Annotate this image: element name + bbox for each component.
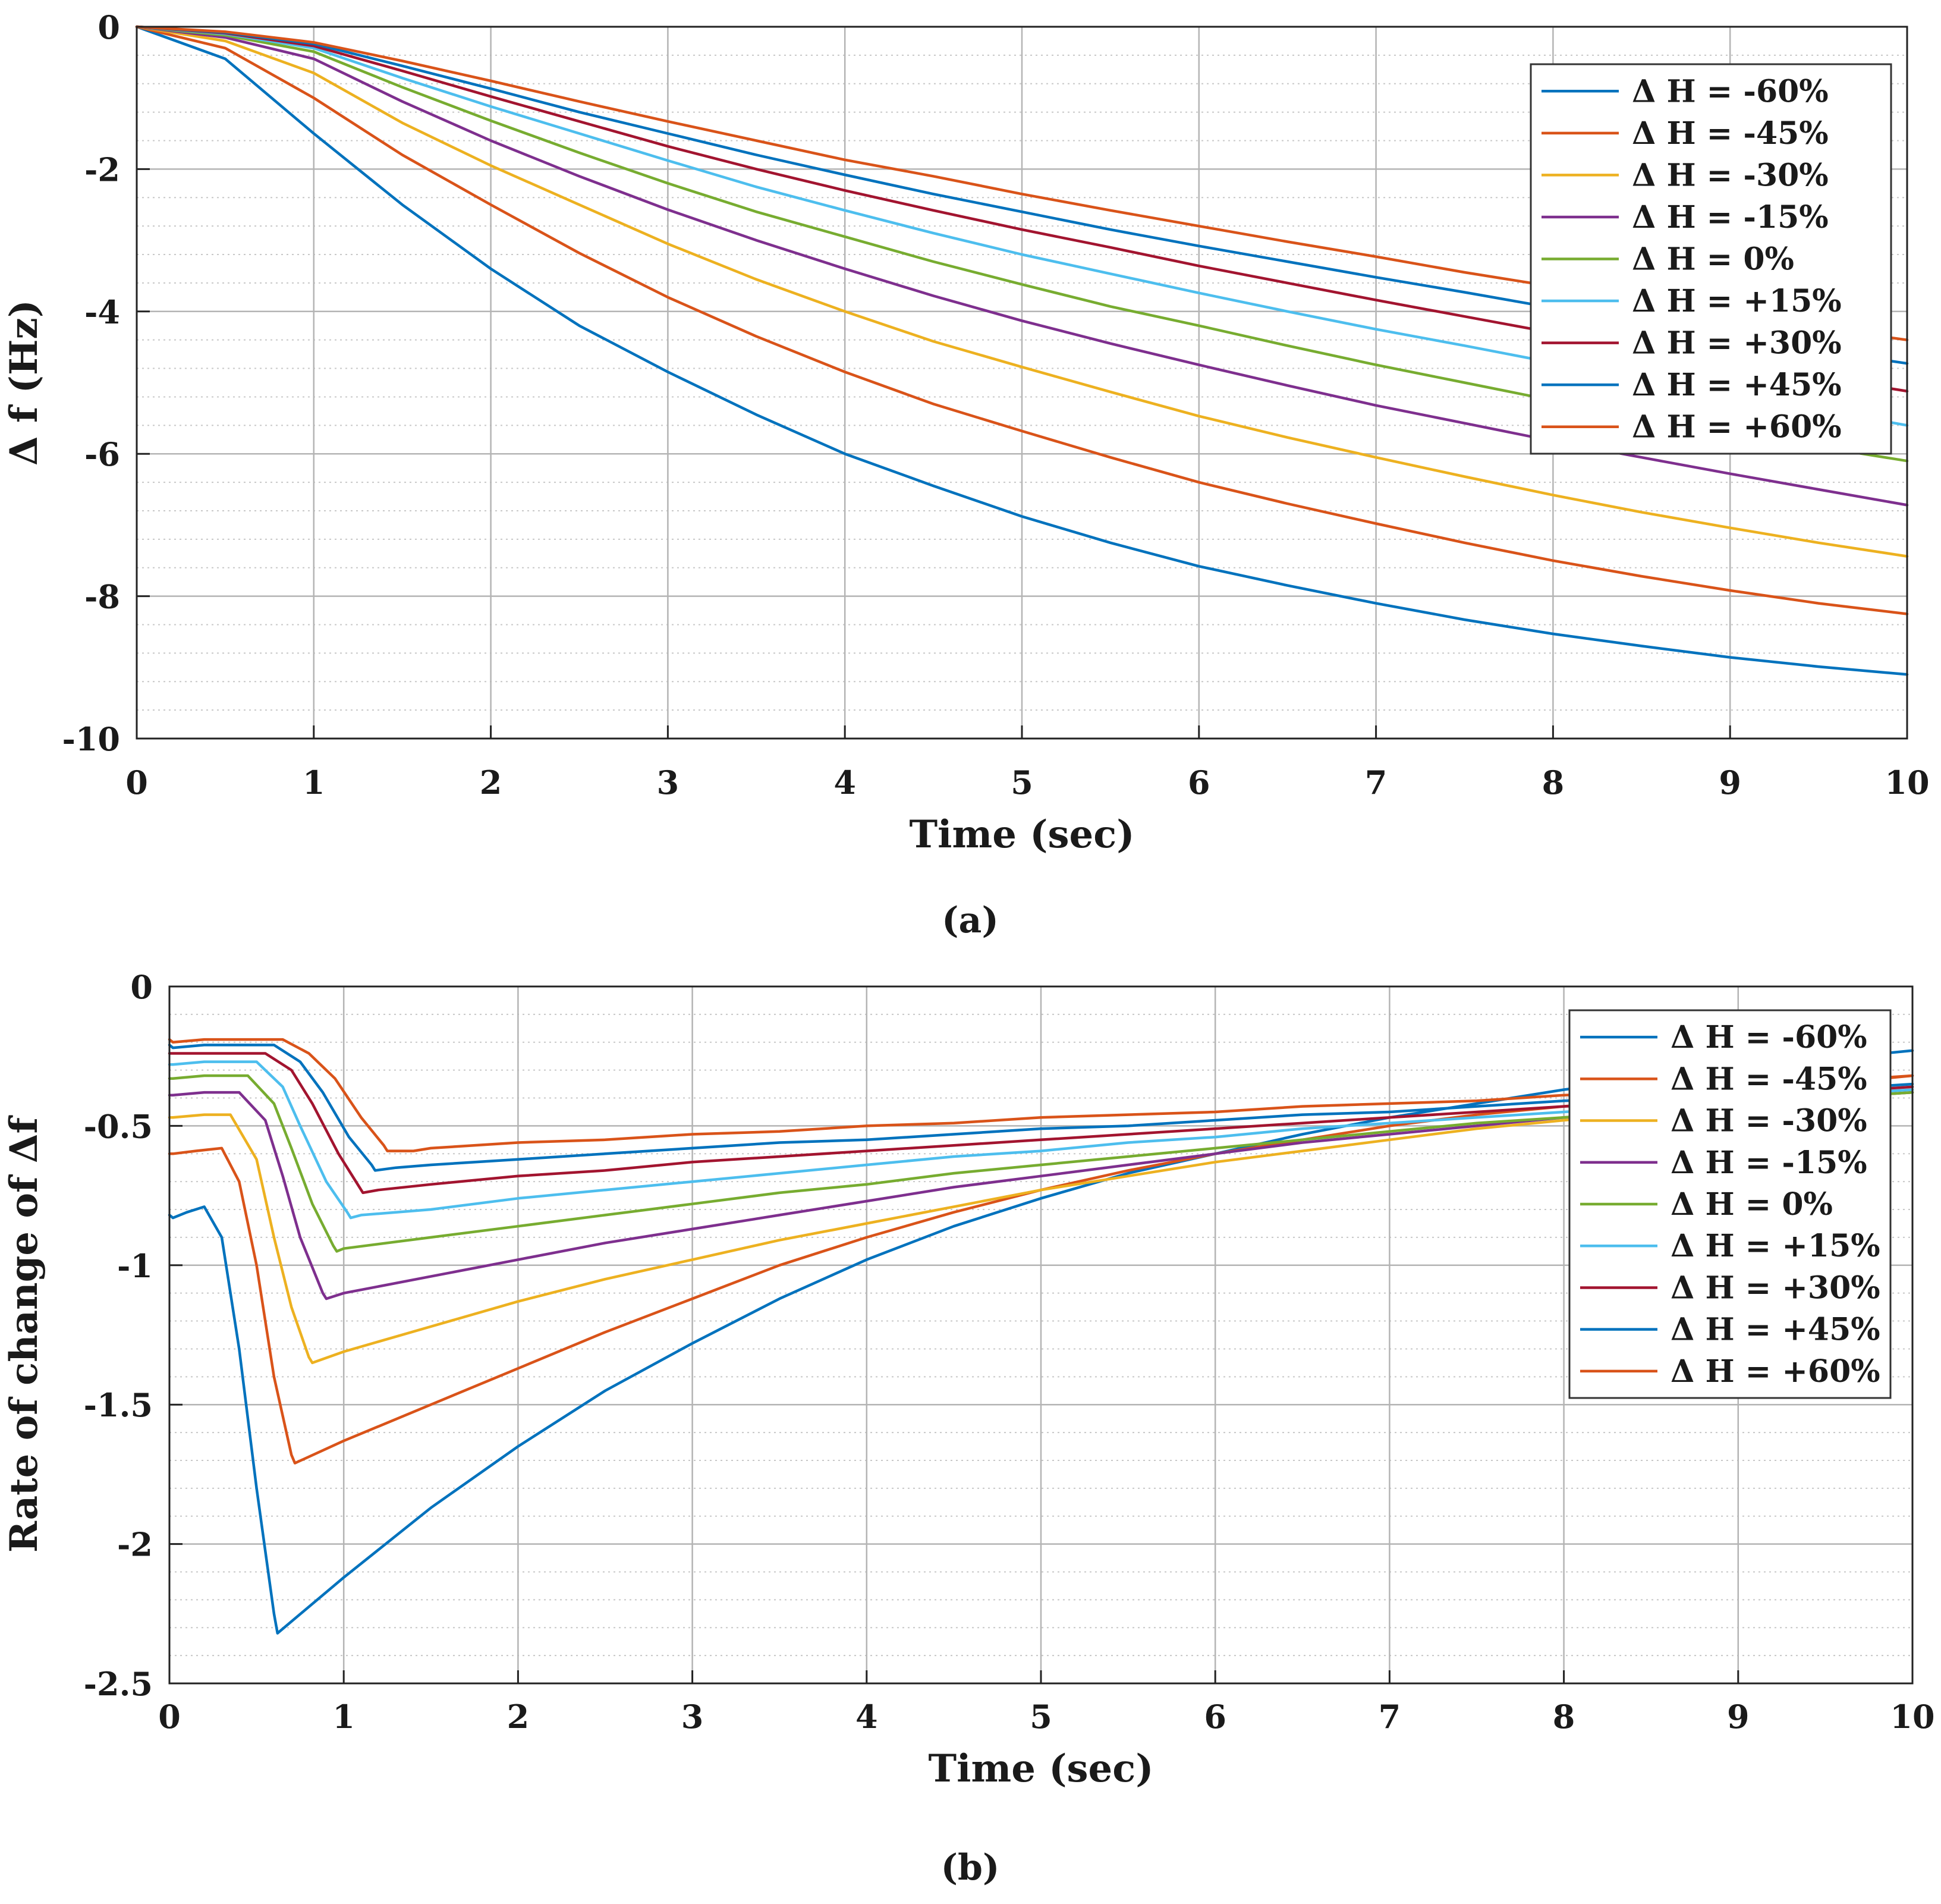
y-tick-label: -4 [84,293,120,331]
series-line-1 [168,1049,1914,1635]
x-tick-label: 2 [507,1698,530,1736]
series-line-3 [135,25,1909,558]
x-tick-label: 1 [332,1698,355,1736]
series-line-9 [168,1038,1914,1152]
legend-entry: Δ H = +60% [1671,1353,1880,1390]
y-tick-label: -10 [62,720,120,758]
x-tick-label: 5 [1011,764,1033,802]
x-tick-label: 7 [1379,1698,1401,1736]
x-tick-label: 1 [303,764,325,802]
x-tick-label: 4 [855,1698,878,1736]
x-tick-label: 8 [1542,764,1565,802]
x-tick-label: 3 [681,1698,704,1736]
legend: Δ H = -60% Δ H = -45% Δ H = -30% Δ H = -15%… [1568,1009,1892,1399]
legend-entry: Δ H = 0% [1632,241,1794,278]
x-tick-label: 10 [1885,764,1929,802]
series-line-7 [168,1052,1914,1195]
y-tick-label: -1 [117,1247,153,1285]
legend-entry: Δ H = +45% [1632,367,1842,403]
x-tick-label: 8 [1553,1698,1575,1736]
legend-entry: Δ H = -45% [1632,115,1829,152]
chart-caption: (b) [941,1847,1000,1889]
legend-entry: Δ H = -30% [1671,1103,1867,1139]
x-tick-label: 9 [1727,1698,1750,1736]
series-line-1 [135,25,1909,676]
x-tick-label: 10 [1890,1698,1934,1736]
y-tick-label: -2.5 [84,1665,153,1703]
series-line-8 [168,1044,1914,1172]
legend-entry: Δ H = -15% [1671,1145,1867,1181]
legend-entry: Δ H = +15% [1671,1228,1880,1264]
legend-entry: Δ H = -60% [1632,73,1829,109]
y-tick-label: -2 [117,1526,153,1564]
x-tick-label: 4 [833,764,856,802]
y-tick-label: -2 [84,150,120,188]
series-line-3 [168,1091,1914,1365]
legend-entry: Δ H = -15% [1632,199,1829,235]
x-tick-label: 0 [125,764,148,802]
legend-entry: Δ H = +45% [1671,1312,1880,1348]
y-tick-label: -1.5 [84,1386,153,1424]
y-tick-label: 0 [97,8,120,46]
y-tick-label: -6 [84,435,120,473]
series-line-2 [135,25,1909,615]
y-axis-label: Δ f (Hz) [2,300,46,466]
legend-entry: Δ H = +30% [1671,1270,1880,1306]
x-axis-label: Time (sec) [929,1746,1154,1791]
series-line-4 [168,1091,1914,1300]
x-tick-label: 9 [1719,764,1741,802]
legend: Δ H = -60% Δ H = -45% Δ H = -30% Δ H = -15%… [1530,63,1892,455]
series-line-6 [168,1060,1914,1220]
legend-entry: Δ H = +30% [1632,325,1842,362]
x-tick-label: 3 [657,764,679,802]
legend-entry: Δ H = -45% [1671,1061,1867,1097]
legend-entry: Δ H = +15% [1632,283,1842,319]
x-tick-label: 6 [1188,764,1210,802]
x-tick-label: 2 [480,764,502,802]
x-tick-label: 7 [1365,764,1388,802]
series-line-2 [168,1074,1914,1465]
legend-entry: Δ H = -30% [1632,157,1829,193]
y-tick-label: -0.5 [84,1107,153,1145]
x-tick-label: 6 [1204,1698,1226,1736]
legend-entry: Δ H = -60% [1671,1019,1867,1055]
y-axis-label: Rate of change of Δf [2,1115,46,1553]
x-tick-label: 0 [158,1698,181,1736]
y-tick-label: 0 [130,968,153,1006]
x-tick-label: 5 [1030,1698,1052,1736]
x-axis-label: Time (sec) [910,812,1135,857]
legend-entry: Δ H = +60% [1632,409,1842,445]
legend-entry: Δ H = 0% [1671,1186,1833,1223]
chart-caption: (a) [942,900,999,941]
y-tick-label: -8 [84,578,120,616]
series-line-5 [168,1074,1914,1253]
